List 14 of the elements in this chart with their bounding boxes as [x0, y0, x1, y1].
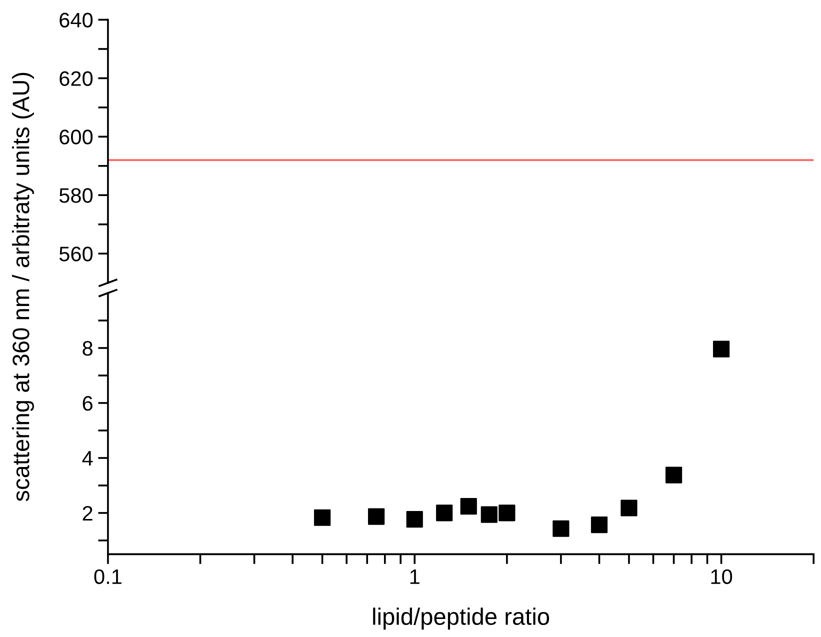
x-tick-label: 1	[410, 570, 420, 584]
x-axis-title: lipid/peptide ratio	[373, 608, 550, 630]
y-tick-label: 640	[60, 12, 93, 28]
y-tick-label: 2	[82, 506, 92, 520]
y-tick-label: 580	[59, 188, 93, 203]
y-axis-title: scattering at 360 nm / arbitraty units (AU)	[12, 72, 34, 502]
y-tick-label: 560	[59, 246, 93, 262]
y-tick-label: 4	[82, 451, 93, 466]
x-tick-label: 10	[711, 569, 732, 584]
y-tick-label: 600	[60, 130, 93, 144]
y-tick-label: 620	[60, 71, 93, 86]
y-tick-label: 8	[82, 341, 92, 356]
x-tick-label: 0.1	[94, 569, 122, 584]
y-tick-label: 6	[82, 396, 92, 411]
